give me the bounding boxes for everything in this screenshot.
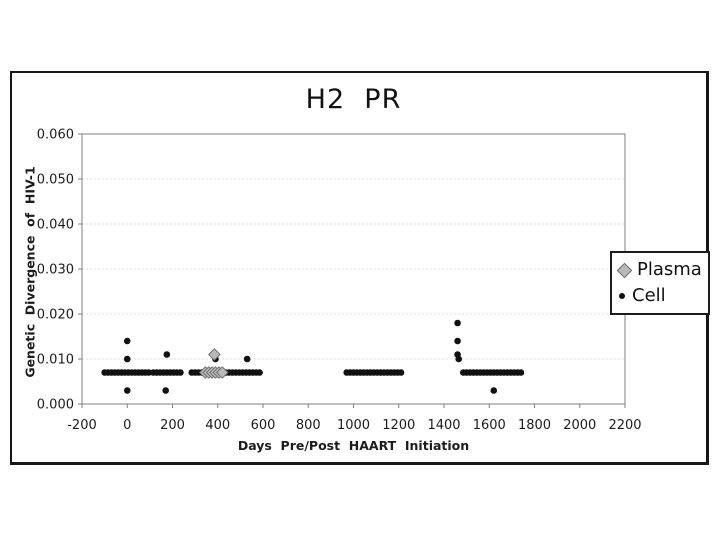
y-tick-label: 0.010 [37, 353, 74, 368]
chart-title: H2 PR [305, 84, 402, 115]
x-axis-title: Days Pre/Post HAART Initiation [237, 438, 470, 453]
cell-point [123, 337, 131, 345]
y-tick-label: 0.030 [37, 263, 74, 278]
cell-point [256, 369, 263, 376]
cell-point [455, 355, 463, 363]
x-tick-label: 1200 [382, 418, 415, 433]
x-tick-label: 800 [296, 418, 321, 433]
x-tick-label: 1800 [518, 418, 551, 433]
cell-point [123, 355, 131, 363]
cell-point [454, 337, 461, 345]
x-tick-label: 2200 [608, 418, 641, 433]
y-tick-label: 0.020 [37, 308, 74, 323]
legend-label-plasma: Plasma [637, 259, 702, 280]
cell-point [145, 369, 153, 376]
x-tick-label: 1000 [337, 418, 370, 433]
y-tick-label: 0.000 [37, 398, 74, 413]
y-tick-label: 0.050 [37, 173, 74, 188]
x-tick-label: 400 [205, 418, 230, 433]
plasma-point [215, 366, 229, 379]
y-tick-label: 0.060 [37, 128, 74, 143]
cell-point [490, 387, 498, 394]
legend-entry-plasma: Plasma [616, 259, 708, 280]
x-tick-label: -200 [67, 418, 97, 433]
x-tick-label: 0 [123, 418, 131, 433]
x-tick-label: 1400 [427, 418, 460, 433]
cell-point [397, 369, 405, 376]
legend-label-cell: Cell [632, 285, 666, 306]
cell-point [177, 369, 184, 376]
x-tick-label: 1600 [473, 418, 506, 433]
x-tick-label: 600 [251, 418, 276, 433]
cell-point [243, 355, 251, 363]
y-tick-label: 0.040 [37, 218, 74, 233]
cell-point [163, 351, 171, 358]
legend: Plasma Cell [610, 251, 710, 315]
x-tick-label: 2000 [563, 418, 596, 433]
cell-point [123, 387, 131, 394]
chart-frame [10, 71, 709, 465]
cell-point [162, 387, 170, 394]
plasma-point [207, 348, 221, 361]
y-axis-title: Genetic Divergence of HIV-1 [22, 166, 38, 378]
legend-entry-cell: Cell [619, 287, 708, 305]
x-tick-label: 200 [160, 418, 185, 433]
cell-point [517, 369, 525, 376]
cell-dot-icon [619, 293, 625, 299]
plasma-diamond-icon [616, 262, 633, 278]
cell-point [454, 319, 461, 327]
